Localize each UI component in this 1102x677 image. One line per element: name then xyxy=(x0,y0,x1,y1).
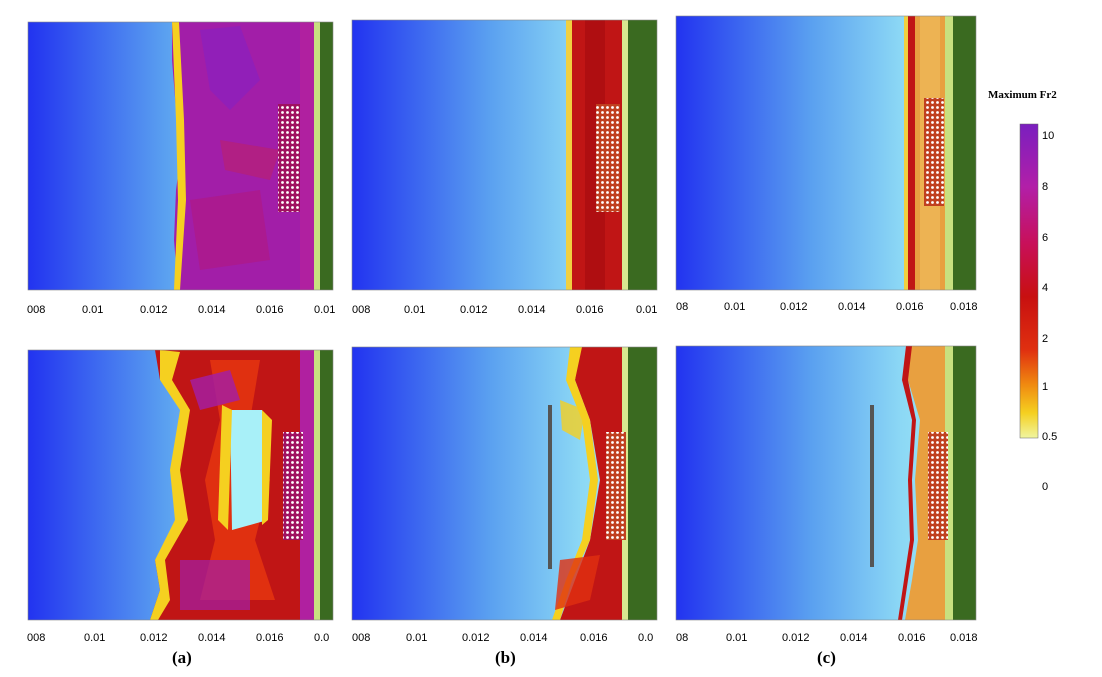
tick-label: 0.01 xyxy=(636,304,657,316)
tick-label: 0.01 xyxy=(84,632,105,644)
tick-label: 008 xyxy=(352,632,370,644)
tick-label: 0.016 xyxy=(898,632,926,644)
legend-tick: 0 xyxy=(1042,481,1049,493)
tick-label: 0.016 xyxy=(256,304,284,316)
tick-label: 0.014 xyxy=(198,632,226,644)
tick-label: 0.0 xyxy=(314,632,329,644)
tick-label: 0.018 xyxy=(950,301,978,313)
x-ticks-a-top: 008 0.01 0.012 0.014 0.016 0.01 xyxy=(27,304,335,316)
barrier-line xyxy=(870,405,874,567)
tick-label: 08 xyxy=(676,632,688,644)
tick-label: 0.01 xyxy=(724,301,745,313)
panel-c-bottom xyxy=(675,345,977,621)
legend-tick: 4 xyxy=(1042,282,1049,294)
panel-b-bottom xyxy=(351,346,658,621)
obstacle-array xyxy=(283,432,303,540)
panel-b-top xyxy=(351,19,658,291)
tick-label: 0.01 xyxy=(82,304,103,316)
legend-title: Maximum Fr2 xyxy=(988,89,1057,101)
tick-label: 0.014 xyxy=(198,304,226,316)
tick-label: 0.01 xyxy=(314,304,335,316)
obstacle-array xyxy=(596,104,620,212)
panel-c-top xyxy=(675,15,977,291)
x-ticks-c-top: 08 0.01 0.012 0.014 0.016 0.018 xyxy=(676,301,978,313)
tick-label: 0.018 xyxy=(950,632,978,644)
tick-label: 008 xyxy=(27,304,45,316)
tick-label: 0.012 xyxy=(460,304,488,316)
tick-label: 0.01 xyxy=(726,632,747,644)
tick-label: 0.014 xyxy=(518,304,546,316)
tick-label: 0.012 xyxy=(780,301,808,313)
obstacle-array xyxy=(606,432,626,540)
tick-label: 0.014 xyxy=(838,301,866,313)
x-ticks-b-bottom: 008 0.01 0.012 0.014 0.016 0.0 xyxy=(352,632,653,644)
legend-tick: 8 xyxy=(1042,181,1049,193)
tick-label: 0.016 xyxy=(896,301,924,313)
tick-label: 0.014 xyxy=(840,632,868,644)
panel-label-a: (a) xyxy=(172,648,192,667)
panel-label-b: (b) xyxy=(495,648,516,667)
panel-a-bottom xyxy=(27,349,334,621)
tick-label: 0.01 xyxy=(404,304,425,316)
tick-label: 08 xyxy=(676,301,688,313)
legend-tick: 2 xyxy=(1042,333,1049,345)
tick-label: 0.012 xyxy=(462,632,490,644)
obstacle-array xyxy=(928,432,948,540)
panel-label-c: (c) xyxy=(817,648,836,667)
legend-tick: 10 xyxy=(1042,130,1055,142)
obstacle-array xyxy=(278,104,300,212)
tick-label: 0.012 xyxy=(140,632,168,644)
legend-colorbar xyxy=(1019,123,1039,439)
tick-label: 0.016 xyxy=(256,632,284,644)
tick-label: 008 xyxy=(27,632,45,644)
obstacle-array xyxy=(924,98,944,206)
legend-tick: 1 xyxy=(1042,381,1049,393)
x-ticks-b-top: 008 0.01 0.012 0.014 0.016 0.01 xyxy=(352,304,657,316)
tick-label: 0.016 xyxy=(580,632,608,644)
tick-label: 0.016 xyxy=(576,304,604,316)
tick-label: 008 xyxy=(352,304,370,316)
barrier-line xyxy=(548,405,552,569)
tick-label: 0.012 xyxy=(782,632,810,644)
x-ticks-a-bottom: 008 0.01 0.012 0.014 0.016 0.0 xyxy=(27,632,329,644)
legend-tick: 6 xyxy=(1042,232,1049,244)
tick-label: 0.01 xyxy=(406,632,427,644)
x-ticks-c-bottom: 08 0.01 0.012 0.014 0.016 0.018 xyxy=(676,632,978,644)
panel-a-top xyxy=(27,21,334,291)
tick-label: 0.014 xyxy=(520,632,548,644)
tick-label: 0.0 xyxy=(638,632,653,644)
legend-tick: 0.5 xyxy=(1042,431,1058,443)
tick-label: 0.012 xyxy=(140,304,168,316)
